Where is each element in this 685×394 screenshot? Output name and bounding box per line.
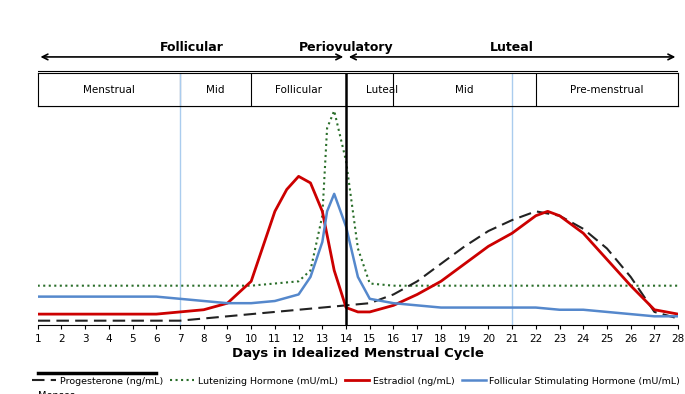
Text: Luteal: Luteal bbox=[490, 41, 534, 54]
Text: Luteal: Luteal bbox=[366, 85, 398, 95]
X-axis label: Days in Idealized Menstrual Cycle: Days in Idealized Menstrual Cycle bbox=[232, 347, 484, 360]
Text: Follicular: Follicular bbox=[160, 41, 224, 54]
Legend: Progesterone (ng/mL), Lutenizing Hormone (mU/mL), Estradiol (ng/mL), Follicular : Progesterone (ng/mL), Lutenizing Hormone… bbox=[28, 373, 684, 389]
Text: Mid: Mid bbox=[456, 85, 474, 95]
Text: Periovulatory: Periovulatory bbox=[299, 41, 393, 54]
Text: Menstrual: Menstrual bbox=[83, 85, 135, 95]
Text: Mid: Mid bbox=[206, 85, 225, 95]
Text: Follicular: Follicular bbox=[275, 85, 322, 95]
Text: Pre-menstrual: Pre-menstrual bbox=[570, 85, 644, 95]
Text: Menses: Menses bbox=[38, 391, 75, 394]
